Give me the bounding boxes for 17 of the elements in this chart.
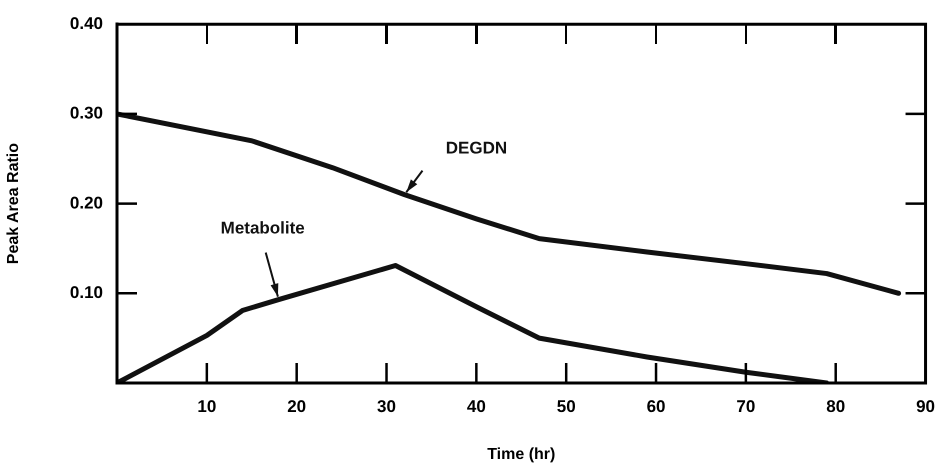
x-tick-label: 90 (916, 396, 936, 416)
y-tick-label: 0.10 (70, 282, 103, 302)
y-tick-label: 0.40 (70, 14, 103, 33)
x-tick-label: 10 (197, 396, 216, 416)
x-tick-label: 80 (826, 396, 846, 416)
text: Metabolite (220, 218, 305, 238)
x-tick-label: 70 (736, 396, 756, 416)
y-tick-label: 0.20 (70, 193, 103, 212)
y-tick-label: 0.30 (70, 104, 103, 123)
x-axis-title: Time (hr) (487, 446, 556, 463)
x-tick-label: 40 (466, 396, 486, 416)
text: DEGDN (446, 138, 508, 158)
x-tick-label: 20 (287, 396, 306, 416)
x-tick-label: 50 (556, 396, 576, 416)
x-tick-label: 60 (646, 396, 666, 416)
y-axis-title: Peak Area Ratio (5, 142, 22, 264)
x-tick-label: 30 (377, 396, 396, 416)
